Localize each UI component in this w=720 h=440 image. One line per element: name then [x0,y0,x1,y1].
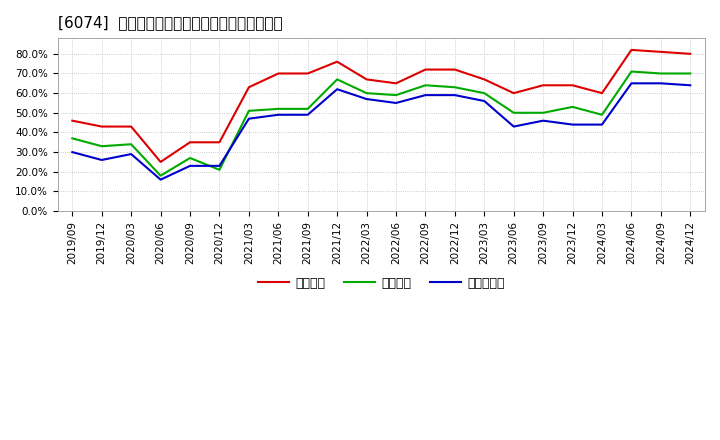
流動比率 [362,77,371,82]
当座比率 [68,136,76,141]
流動比率 [568,83,577,88]
現預金比率 [186,163,194,169]
現預金比率 [156,177,165,182]
流動比率 [421,67,430,72]
当座比率 [127,142,135,147]
現預金比率 [274,112,283,117]
流動比率 [480,77,489,82]
現預金比率 [480,99,489,104]
現預金比率 [303,112,312,117]
現預金比率 [627,81,636,86]
流動比率 [657,49,665,55]
当座比率 [510,110,518,115]
Line: 現預金比率: 現預金比率 [72,83,690,180]
Legend: 流動比率, 当座比率, 現預金比率: 流動比率, 当座比率, 現預金比率 [253,272,510,295]
当座比率 [215,167,224,172]
Line: 当座比率: 当座比率 [72,72,690,176]
Line: 流動比率: 流動比率 [72,50,690,162]
現預金比率 [539,118,547,123]
流動比率 [510,91,518,96]
現預金比率 [598,122,606,127]
流動比率 [186,139,194,145]
現預金比率 [510,124,518,129]
当座比率 [568,104,577,110]
流動比率 [686,51,695,56]
流動比率 [392,81,400,86]
当座比率 [657,71,665,76]
当座比率 [156,173,165,178]
現預金比率 [215,163,224,169]
流動比率 [303,71,312,76]
流動比率 [156,159,165,165]
現預金比率 [421,92,430,98]
現預金比率 [127,151,135,157]
現預金比率 [657,81,665,86]
現預金比率 [333,87,341,92]
当座比率 [598,112,606,117]
当座比率 [539,110,547,115]
当座比率 [333,77,341,82]
現預金比率 [68,150,76,155]
現預金比率 [362,96,371,102]
当座比率 [392,92,400,98]
現預金比率 [451,92,459,98]
現預金比率 [245,116,253,121]
流動比率 [598,91,606,96]
現預金比率 [568,122,577,127]
当座比率 [245,108,253,114]
流動比率 [274,71,283,76]
流動比率 [68,118,76,123]
流動比率 [215,139,224,145]
現預金比率 [686,83,695,88]
流動比率 [539,83,547,88]
当座比率 [362,91,371,96]
流動比率 [245,84,253,90]
当座比率 [97,143,106,149]
当座比率 [421,83,430,88]
当座比率 [451,84,459,90]
当座比率 [686,71,695,76]
当座比率 [627,69,636,74]
現預金比率 [392,100,400,106]
流動比率 [97,124,106,129]
流動比率 [127,124,135,129]
当座比率 [480,91,489,96]
Text: [6074]  流動比率、当座比率、現預金比率の推移: [6074] 流動比率、当座比率、現預金比率の推移 [58,15,282,30]
流動比率 [451,67,459,72]
流動比率 [627,47,636,52]
現預金比率 [97,158,106,163]
当座比率 [274,106,283,111]
流動比率 [333,59,341,64]
当座比率 [303,106,312,111]
当座比率 [186,155,194,161]
